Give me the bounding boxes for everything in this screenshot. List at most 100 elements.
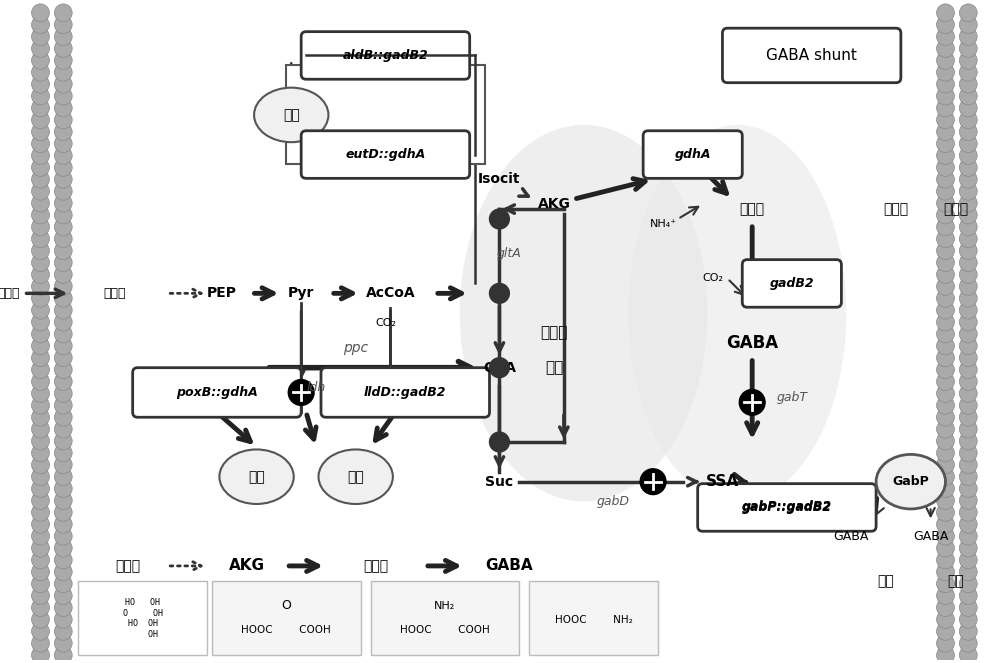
Text: 乳酸: 乳酸	[347, 469, 364, 484]
Circle shape	[937, 575, 954, 593]
Circle shape	[32, 147, 49, 164]
Text: PEP: PEP	[207, 286, 237, 300]
Circle shape	[54, 16, 72, 34]
Circle shape	[937, 16, 954, 34]
Circle shape	[32, 337, 49, 355]
Circle shape	[32, 539, 49, 557]
Circle shape	[959, 420, 977, 438]
Circle shape	[32, 456, 49, 474]
Circle shape	[54, 301, 72, 319]
Text: HOOC    COOH: HOOC COOH	[400, 625, 490, 635]
Text: gdhA: gdhA	[674, 148, 711, 161]
Circle shape	[32, 170, 49, 188]
Text: Cit: Cit	[489, 286, 510, 300]
Circle shape	[32, 111, 49, 129]
Circle shape	[959, 599, 977, 617]
Circle shape	[32, 254, 49, 272]
Circle shape	[490, 283, 509, 303]
Circle shape	[959, 123, 977, 141]
Circle shape	[959, 289, 977, 307]
Circle shape	[937, 337, 954, 355]
Circle shape	[959, 646, 977, 663]
Circle shape	[937, 99, 954, 117]
Circle shape	[54, 170, 72, 188]
Circle shape	[54, 456, 72, 474]
Circle shape	[937, 52, 954, 70]
Circle shape	[959, 87, 977, 105]
Circle shape	[959, 16, 977, 34]
FancyBboxPatch shape	[643, 131, 742, 178]
Circle shape	[959, 468, 977, 485]
Text: GABA: GABA	[834, 530, 869, 543]
Circle shape	[54, 551, 72, 569]
Circle shape	[54, 87, 72, 105]
Circle shape	[937, 408, 954, 426]
FancyBboxPatch shape	[698, 483, 876, 531]
Text: HOOC    COOH: HOOC COOH	[241, 625, 331, 635]
Text: ppc: ppc	[343, 341, 368, 355]
Ellipse shape	[254, 88, 328, 142]
Circle shape	[959, 266, 977, 283]
Circle shape	[937, 599, 954, 617]
Circle shape	[937, 349, 954, 367]
Text: 谷氨酸: 谷氨酸	[740, 202, 765, 216]
Text: GABA: GABA	[726, 334, 778, 352]
Circle shape	[54, 194, 72, 212]
Circle shape	[54, 99, 72, 117]
Circle shape	[937, 147, 954, 164]
Circle shape	[32, 99, 49, 117]
Text: 谷氨酸: 谷氨酸	[363, 559, 388, 573]
Circle shape	[32, 28, 49, 46]
Circle shape	[54, 289, 72, 307]
Circle shape	[959, 480, 977, 497]
Circle shape	[32, 611, 49, 629]
Circle shape	[54, 587, 72, 605]
Text: 乙酸: 乙酸	[283, 108, 300, 122]
Ellipse shape	[460, 125, 708, 501]
Circle shape	[54, 420, 72, 438]
Circle shape	[959, 539, 977, 557]
Text: HOOC    NH₂: HOOC NH₂	[555, 615, 632, 625]
Circle shape	[32, 52, 49, 70]
Circle shape	[937, 206, 954, 224]
Circle shape	[32, 289, 49, 307]
Circle shape	[54, 575, 72, 593]
Circle shape	[959, 218, 977, 236]
Circle shape	[54, 242, 72, 260]
Circle shape	[959, 313, 977, 331]
Circle shape	[937, 87, 954, 105]
Text: Isocit: Isocit	[478, 172, 521, 186]
Circle shape	[959, 64, 977, 81]
Circle shape	[937, 158, 954, 176]
Circle shape	[32, 491, 49, 509]
Circle shape	[32, 515, 49, 533]
Circle shape	[54, 385, 72, 402]
Circle shape	[937, 325, 954, 343]
Circle shape	[937, 515, 954, 533]
Circle shape	[959, 527, 977, 545]
Circle shape	[959, 206, 977, 224]
FancyBboxPatch shape	[301, 131, 470, 178]
Circle shape	[54, 266, 72, 283]
Circle shape	[32, 385, 49, 402]
Circle shape	[32, 599, 49, 617]
Circle shape	[937, 313, 954, 331]
Circle shape	[32, 634, 49, 652]
Circle shape	[937, 456, 954, 474]
Circle shape	[288, 380, 314, 405]
Circle shape	[937, 218, 954, 236]
Text: Suc: Suc	[485, 475, 513, 489]
Circle shape	[32, 527, 49, 545]
Circle shape	[937, 254, 954, 272]
Circle shape	[32, 158, 49, 176]
Circle shape	[959, 634, 977, 652]
Circle shape	[54, 491, 72, 509]
Circle shape	[937, 611, 954, 629]
Circle shape	[959, 230, 977, 248]
Circle shape	[959, 52, 977, 70]
Circle shape	[54, 218, 72, 236]
Circle shape	[32, 503, 49, 521]
Text: poxB::gdhA: poxB::gdhA	[176, 386, 258, 399]
Circle shape	[937, 396, 954, 414]
Circle shape	[959, 278, 977, 295]
